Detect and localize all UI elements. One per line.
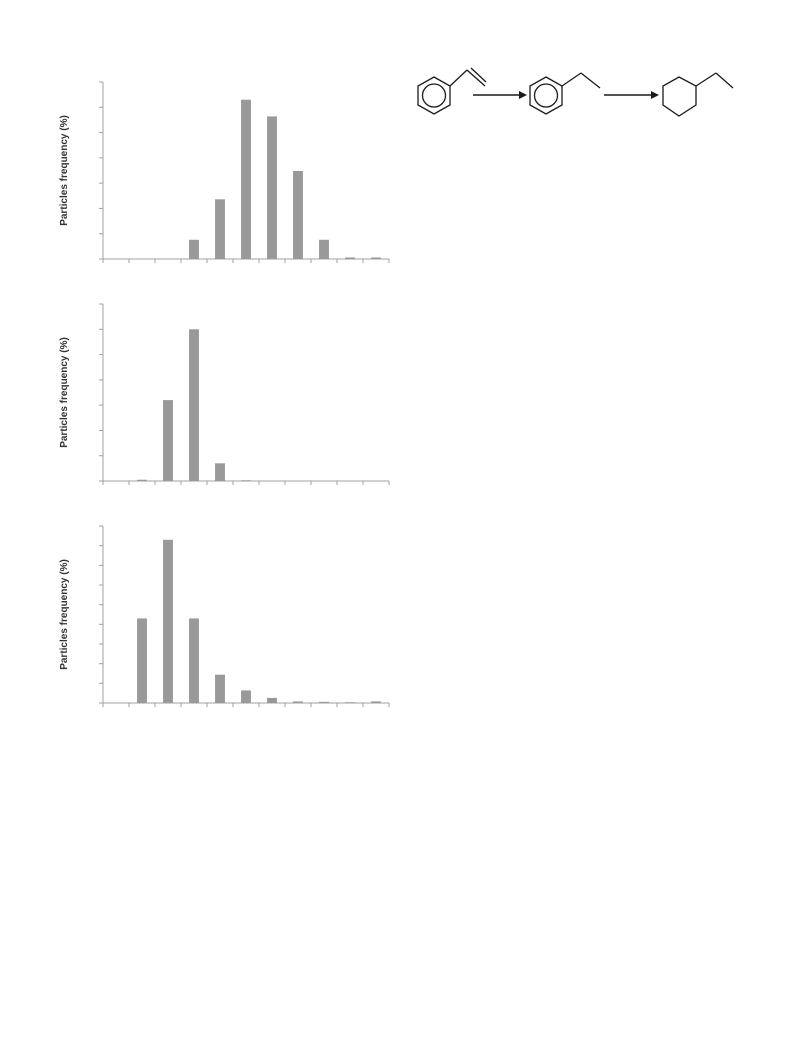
bar (215, 199, 225, 259)
reaction-arrow (473, 91, 527, 99)
bar (371, 701, 381, 703)
bar (319, 239, 329, 259)
bar (189, 239, 199, 259)
ethylbenzene-icon (529, 72, 601, 115)
bar (293, 171, 303, 259)
bar (241, 690, 251, 703)
bar (293, 701, 303, 703)
bar (345, 702, 355, 704)
chart-svg: Particles frequency (%) (59, 525, 390, 707)
bar (137, 618, 147, 703)
styrene-icon (417, 67, 487, 115)
chart-svg: Particles frequency (%) (59, 303, 390, 485)
bar (137, 479, 147, 481)
y-axis-label: Particles frequency (%) (59, 559, 70, 670)
bar (163, 400, 173, 481)
bar (189, 329, 199, 481)
bar (215, 674, 225, 703)
bar (267, 116, 277, 259)
bar (163, 539, 173, 703)
chart-svg: Particles frequency (%) (59, 81, 390, 263)
bar (319, 701, 329, 703)
y-axis-label: Particles frequency (%) (59, 337, 70, 448)
reaction-scheme (417, 67, 734, 117)
ethylcyclohexane-icon (662, 72, 734, 117)
bar (267, 697, 277, 703)
bar (345, 257, 355, 259)
histogram-3: Particles frequency (%) (50, 516, 395, 731)
bar (215, 463, 225, 481)
bar (189, 618, 199, 703)
bar (241, 99, 251, 259)
histogram-1: Particles frequency (%) (50, 72, 395, 287)
histogram-2: Particles frequency (%) (50, 294, 395, 509)
reaction-arrow (604, 91, 659, 99)
bar (241, 480, 251, 482)
y-axis-label: Particles frequency (%) (59, 115, 70, 226)
bar (371, 257, 381, 259)
